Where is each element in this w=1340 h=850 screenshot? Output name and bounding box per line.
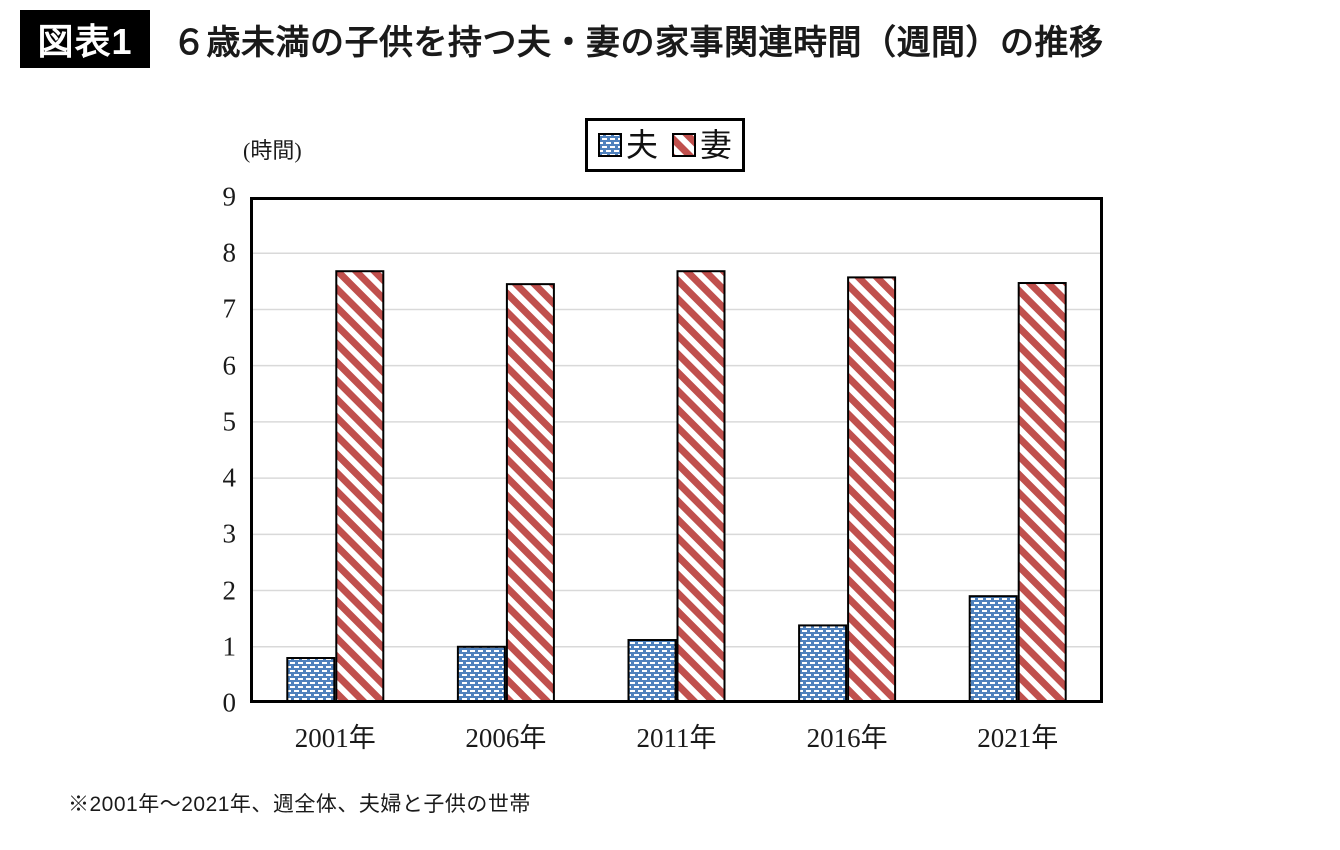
wife-swatch-rect [672, 133, 696, 157]
y-tick-label: 8 [222, 237, 237, 268]
bar-妻-2001年 [335, 270, 385, 703]
bar-夫-2006年 [456, 645, 506, 703]
legend-label-wife: 妻 [700, 127, 733, 163]
footnote: ※2001年～2021年、週全体、夫婦と子供の世帯 [68, 793, 531, 816]
bar-夫-2011年 [627, 639, 677, 703]
y-tick-label: 7 [222, 293, 237, 324]
x-tick-label: 2021年 [977, 723, 1059, 753]
x-tick-label: 2001年 [294, 723, 376, 753]
y-tick-label: 1 [222, 631, 237, 662]
x-tick-label: 2011年 [636, 723, 717, 753]
bar-妻-2006年 [505, 283, 555, 703]
y-tick-label: 0 [222, 687, 237, 718]
bar-夫-2016年 [798, 624, 848, 703]
wife-swatch-icon [672, 133, 696, 157]
y-tick-label: 3 [222, 518, 237, 549]
bar-妻-2021年 [1017, 282, 1067, 703]
husband-swatch-icon [597, 133, 622, 157]
y-tick-label: 9 [222, 181, 237, 212]
y-tick-label: 5 [222, 406, 237, 437]
legend-item-husband: 夫 [597, 127, 658, 163]
page-title: ６歳未満の子供を持つ夫・妻の家事関連時間（週間）の推移 [172, 23, 1104, 62]
chart-legend: 夫 妻 [585, 118, 745, 172]
legend-item-wife: 妻 [672, 129, 732, 161]
figure-badge: 図表1 [20, 10, 150, 68]
husband-swatch-rect [597, 133, 622, 157]
bar-妻-2016年 [847, 276, 897, 703]
y-tick-label: 6 [222, 350, 237, 381]
x-tick-label: 2016年 [806, 723, 888, 753]
x-tick-label: 2006年 [465, 723, 547, 753]
bar-妻-2011年 [676, 270, 726, 703]
plot-border [250, 197, 1103, 703]
bar-chart-plot [250, 197, 1103, 703]
legend-label-husband: 夫 [625, 127, 658, 163]
bar-夫-2001年 [286, 657, 336, 703]
bar-夫-2021年 [968, 595, 1018, 703]
y-tick-label: 4 [222, 462, 237, 493]
y-tick-label: 2 [222, 575, 237, 606]
y-axis-unit-label: (時間) [243, 138, 302, 163]
